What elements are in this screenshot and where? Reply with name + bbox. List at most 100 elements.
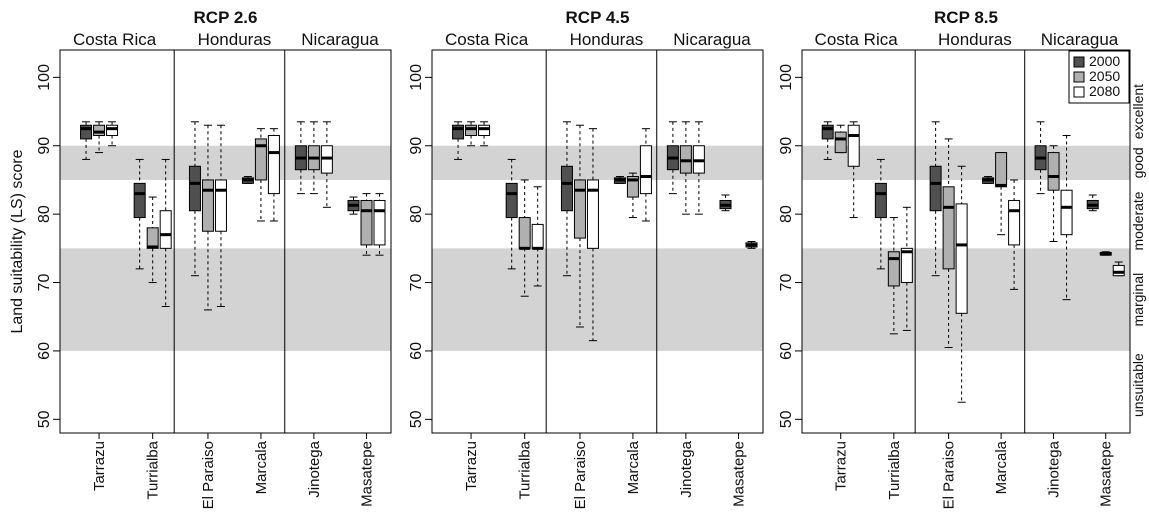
- box-masatepe-2: [745, 241, 758, 249]
- box-marcala-0: [241, 176, 254, 184]
- plot-frame: [59, 49, 392, 434]
- y-tick-label: 100: [408, 64, 425, 91]
- suitability-class-label: excellent: [1130, 84, 1146, 139]
- suitability-class-label: unsuitable: [1130, 353, 1146, 417]
- box-jinotega-0: [1034, 121, 1047, 195]
- x-tick-label: Tarrazu: [463, 441, 480, 491]
- box-marcala-0: [982, 176, 995, 184]
- box-turrialba-1: [518, 179, 531, 297]
- y-tick-label: 90: [778, 137, 795, 155]
- box-el-paraiso-1: [942, 138, 955, 349]
- box-marcala-1: [254, 128, 267, 222]
- suitability-class-label: good: [1130, 147, 1146, 178]
- x-tick-label: El Paraiso: [941, 441, 958, 509]
- box-el-paraiso-2: [214, 124, 227, 307]
- box-iqr: [586, 179, 599, 249]
- y-tick-label: 60: [778, 342, 795, 360]
- box-iqr: [505, 182, 518, 219]
- box-iqr: [1060, 189, 1073, 236]
- x-tick-label: Jinotega: [306, 440, 323, 497]
- box-iqr: [360, 199, 373, 246]
- box-iqr: [929, 165, 942, 212]
- box-iqr: [159, 210, 172, 249]
- box-tarrazu-1: [465, 121, 478, 147]
- box-turrialba-1: [887, 217, 900, 335]
- box-el-paraiso-2: [586, 128, 599, 342]
- box-tarrazu-2: [106, 121, 119, 147]
- x-tick-label: El Paraiso: [200, 441, 217, 509]
- box-el-paraiso-0: [929, 121, 942, 277]
- box-iqr: [626, 176, 639, 198]
- y-tick-label: 70: [408, 274, 425, 292]
- box-marcala-2: [267, 128, 280, 222]
- box-el-paraiso-1: [201, 124, 214, 311]
- box-iqr: [995, 152, 1008, 188]
- country-label: Nicaragua: [673, 30, 751, 49]
- box-jinotega-2: [1060, 134, 1073, 301]
- legend-label-2080: 2080: [1089, 83, 1120, 99]
- legend-label-2050: 2050: [1089, 68, 1120, 84]
- country-label: Costa Rica: [445, 30, 529, 49]
- box-iqr: [373, 199, 386, 246]
- box-iqr: [133, 182, 146, 219]
- box-tarrazu-1: [834, 124, 847, 154]
- y-tick-label: 70: [36, 274, 53, 292]
- y-tick-label: 80: [36, 205, 53, 223]
- box-tarrazu-1: [93, 121, 106, 154]
- box-marcala-1: [626, 172, 639, 219]
- box-el-paraiso-0: [188, 121, 201, 277]
- box-masatepe-0: [719, 194, 732, 212]
- x-tick-label: Tarrazu: [833, 441, 850, 491]
- x-tick-label: Marcala: [253, 440, 270, 494]
- y-axis-title: Land suitability (LS) score: [9, 149, 26, 333]
- box-iqr: [146, 227, 159, 249]
- y-tick-label: 70: [778, 274, 795, 292]
- box-jinotega-1: [679, 121, 692, 215]
- box-iqr: [188, 165, 201, 212]
- box-iqr: [821, 124, 834, 140]
- box-marcala-0: [613, 176, 626, 184]
- country-label: Nicaragua: [301, 30, 379, 49]
- y-tick-label: 60: [408, 342, 425, 360]
- x-tick-label: Marcala: [993, 440, 1010, 494]
- country-label: Costa Rica: [73, 30, 157, 49]
- country-label: Honduras: [938, 30, 1012, 49]
- suitability-class-label: moderate: [1130, 191, 1146, 250]
- x-tick-label: Turrialba: [886, 440, 903, 499]
- box-turrialba-0: [505, 158, 518, 270]
- country-label: Honduras: [570, 30, 644, 49]
- box-turrialba-2: [900, 206, 913, 331]
- legend-swatch-2050: [1073, 71, 1085, 83]
- box-iqr: [874, 182, 887, 219]
- box-iqr: [452, 124, 465, 140]
- box-iqr: [80, 124, 93, 140]
- legend-label-2000: 2000: [1089, 53, 1120, 69]
- box-el-paraiso-2: [955, 165, 968, 403]
- box-iqr: [254, 138, 267, 181]
- country-label: Honduras: [198, 30, 272, 49]
- box-marcala-2: [639, 128, 652, 222]
- box-jinotega-1: [1047, 145, 1060, 242]
- chart-title: RCP 4.5: [566, 8, 630, 27]
- box-iqr: [531, 223, 544, 249]
- box-turrialba-1: [146, 196, 159, 284]
- box-iqr: [478, 124, 491, 136]
- box-iqr: [1047, 152, 1060, 191]
- box-el-paraiso-0: [560, 121, 573, 277]
- box-masatepe-1: [1099, 251, 1112, 256]
- box-iqr: [106, 124, 119, 136]
- box-turrialba-0: [874, 158, 887, 270]
- x-tick-label: Turrialba: [517, 440, 534, 499]
- box-tarrazu-0: [452, 121, 465, 160]
- box-masatepe-2: [373, 193, 386, 256]
- plot-frame: [431, 49, 764, 434]
- x-tick-label: Masatepe: [731, 441, 748, 507]
- box-iqr: [560, 165, 573, 212]
- y-tick-label: 90: [36, 137, 53, 155]
- x-tick-label: El Paraiso: [572, 441, 589, 509]
- box-iqr: [847, 124, 860, 167]
- box-iqr: [201, 179, 214, 232]
- box-iqr: [465, 124, 478, 136]
- box-marcala-1: [995, 152, 1008, 236]
